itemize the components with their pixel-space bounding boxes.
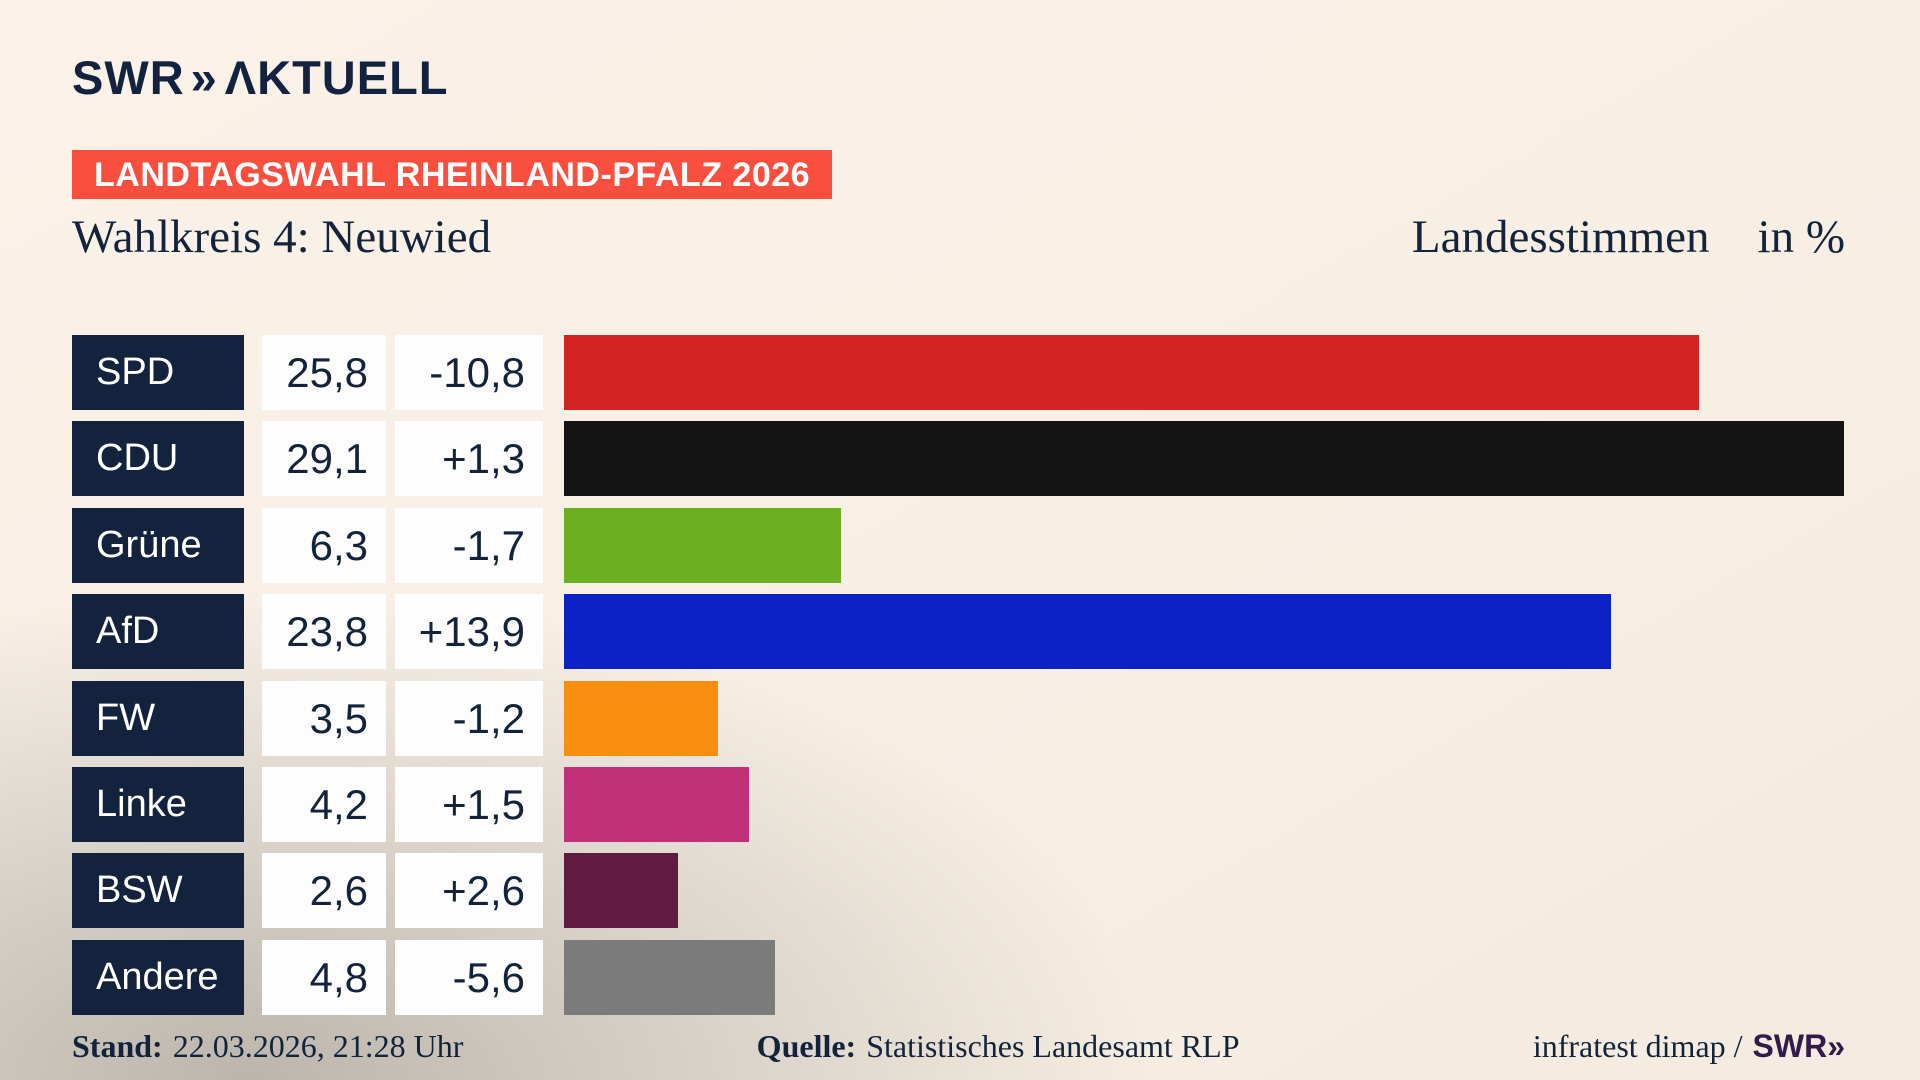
- party-change: +13,9: [395, 594, 543, 670]
- party-label: Grüne: [72, 507, 244, 583]
- logo-suffix-text: ΛKTUELL: [224, 51, 449, 104]
- logo-brand-text: SWR: [72, 51, 185, 104]
- source-label: Quelle:: [756, 1028, 857, 1064]
- swr-aktuell-logo: SWR» ΛKTUELL: [72, 50, 449, 105]
- election-banner: LANDTAGSWAHL RHEINLAND-PFALZ 2026: [72, 150, 833, 199]
- double-chevron-icon: »: [190, 51, 217, 104]
- party-bar-bsw: [564, 853, 679, 929]
- stand-label: Stand:: [72, 1028, 163, 1064]
- party-value: 3,5: [262, 680, 386, 756]
- source-info: Quelle: Statistisches Landesamt RLP: [757, 1028, 1240, 1065]
- stand-info: Stand: 22.03.2026, 21:28 Uhr: [72, 1028, 463, 1065]
- party-label: AfD: [72, 594, 244, 670]
- party-bar-andere: [564, 939, 776, 1015]
- party-value: 4,8: [262, 939, 386, 1015]
- party-bar-linke: [564, 766, 749, 842]
- party-label: Andere: [72, 939, 244, 1015]
- swr-credit-logo: SWR»: [1752, 1028, 1845, 1064]
- party-label: Linke: [72, 766, 244, 842]
- party-change: -1,2: [395, 680, 543, 756]
- party-bar-grüne: [564, 507, 842, 583]
- chart-row-spd: SPD 25,8 -10,8: [72, 335, 1844, 410]
- measure-label: Landesstimmen: [1411, 211, 1710, 263]
- party-value: 4,2: [262, 766, 386, 842]
- party-label: BSW: [72, 853, 244, 929]
- party-value: 2,6: [262, 853, 386, 929]
- party-change: +2,6: [395, 853, 543, 929]
- chart-row-linke: Linke 4,2 +1,5: [72, 766, 1844, 842]
- party-label: SPD: [72, 335, 244, 410]
- party-bar-fw: [564, 680, 718, 756]
- party-change: +1,3: [395, 421, 543, 497]
- chart-row-andere: Andere 4,8 -5,6: [72, 939, 1844, 1015]
- measure-labels: Landesstimmen in %: [1412, 210, 1845, 264]
- stand-value: 22.03.2026, 21:28 Uhr: [172, 1028, 464, 1064]
- page-title: Wahlkreis 4: Neuwied: [72, 211, 492, 263]
- chart-row-afd: AfD 23,8 +13,9: [72, 594, 1844, 670]
- credit-text: infratest dimap /: [1532, 1028, 1743, 1064]
- party-change: -10,8: [395, 335, 543, 410]
- party-bar-afd: [564, 594, 1612, 670]
- footer: Stand: 22.03.2026, 21:28 Uhr Quelle: Stati…: [72, 1028, 1845, 1065]
- party-change: -1,7: [395, 507, 543, 583]
- party-value: 23,8: [262, 594, 386, 670]
- party-change: -5,6: [395, 939, 543, 1015]
- party-bar-cdu: [564, 421, 1845, 497]
- election-banner-label: LANDTAGSWAHL RHEINLAND-PFALZ 2026: [94, 156, 811, 194]
- party-label: CDU: [72, 421, 244, 497]
- chart-row-grüne: Grüne 6,3 -1,7: [72, 507, 1844, 583]
- party-bar-spd: [564, 335, 1700, 410]
- chart-row-fw: FW 3,5 -1,2: [72, 680, 1844, 756]
- results-bar-chart: SPD 25,8 -10,8 CDU 29,1 +1,3 Grüne 6,3 -1,7 AfD 23…: [72, 335, 1845, 1015]
- chart-header: Wahlkreis 4: Neuwied Landesstimmen in %: [72, 210, 1845, 264]
- party-label: FW: [72, 680, 244, 756]
- source-value: Statistisches Landesamt RLP: [866, 1028, 1240, 1064]
- unit-label: in %: [1757, 211, 1845, 263]
- party-value: 25,8: [262, 335, 386, 410]
- credit-info: infratest dimap / SWR»: [1533, 1028, 1845, 1065]
- party-change: +1,5: [395, 766, 543, 842]
- party-value: 29,1: [262, 421, 386, 497]
- chart-row-cdu: CDU 29,1 +1,3: [72, 421, 1845, 497]
- party-value: 6,3: [262, 507, 386, 583]
- chart-row-bsw: BSW 2,6 +2,6: [72, 853, 1844, 929]
